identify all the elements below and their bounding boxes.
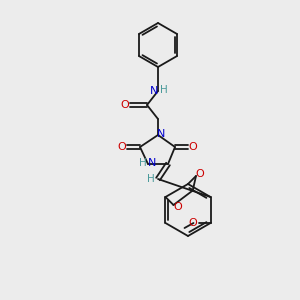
Text: O: O [173, 202, 182, 212]
Text: O: O [188, 218, 197, 228]
Text: O: O [189, 142, 197, 152]
Text: N: N [157, 129, 165, 139]
Text: H: H [147, 174, 155, 184]
Text: N: N [148, 158, 156, 168]
Text: H: H [160, 85, 168, 95]
Text: H: H [139, 158, 147, 168]
Text: O: O [121, 100, 129, 110]
Text: N: N [150, 86, 158, 96]
Text: O: O [118, 142, 126, 152]
Text: O: O [196, 169, 204, 179]
